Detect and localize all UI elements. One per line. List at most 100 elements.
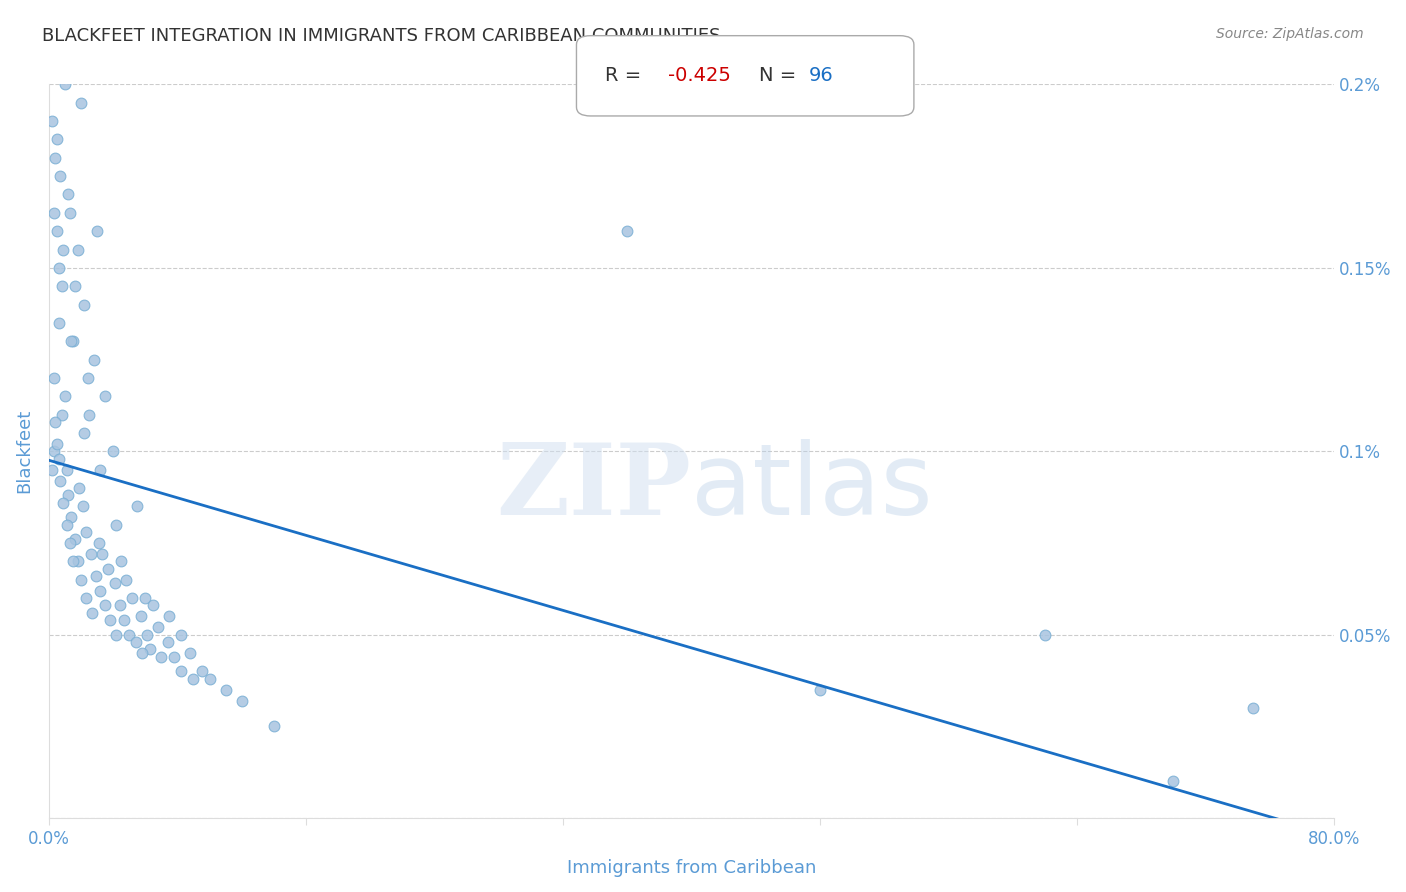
Point: [94, 599, 117, 613]
Point: [163, 649, 186, 664]
Point: [131, 646, 153, 660]
Text: ZIP: ZIP: [496, 440, 692, 536]
Point: [136, 628, 159, 642]
Point: [103, 444, 125, 458]
Point: [1033, 628, 1056, 642]
Point: [183, 672, 205, 686]
Point: [82, 606, 104, 620]
Point: [198, 672, 221, 686]
Point: [66, 243, 89, 257]
Point: [73, 297, 96, 311]
Text: N =: N =: [759, 66, 803, 86]
Point: [110, 554, 132, 568]
Point: [214, 682, 236, 697]
Point: [105, 517, 128, 532]
Point: [105, 628, 128, 642]
Point: [84, 569, 107, 583]
Point: [75, 591, 97, 605]
Point: [169, 628, 191, 642]
X-axis label: Immigrants from Caribbean: Immigrants from Caribbean: [567, 859, 815, 877]
Point: [121, 591, 143, 605]
Point: [59, 536, 82, 550]
Point: [146, 620, 169, 634]
Text: 96: 96: [808, 66, 834, 86]
Point: [49, 169, 72, 183]
Point: [94, 389, 117, 403]
Point: [48, 260, 70, 275]
Point: [169, 665, 191, 679]
Text: BLACKFEET INTEGRATION IN IMMIGRANTS FROM CARIBBEAN COMMUNITIES: BLACKFEET INTEGRATION IN IMMIGRANTS FROM…: [42, 27, 721, 45]
Point: [89, 462, 111, 476]
Point: [179, 646, 201, 660]
Point: [114, 613, 136, 627]
Point: [150, 649, 173, 664]
Point: [55, 517, 77, 532]
Point: [118, 628, 141, 642]
Point: [59, 206, 82, 220]
Point: [52, 243, 75, 257]
Point: [42, 444, 65, 458]
Point: [41, 114, 63, 128]
Point: [129, 609, 152, 624]
Point: [52, 495, 75, 509]
Point: [616, 224, 638, 238]
Point: [48, 316, 70, 330]
Y-axis label: Blackfeet: Blackfeet: [15, 409, 32, 493]
Point: [76, 371, 98, 385]
Point: [157, 609, 180, 624]
Point: [86, 224, 108, 238]
Point: [808, 682, 831, 697]
Point: [53, 389, 76, 403]
Point: [98, 613, 121, 627]
Point: [60, 334, 83, 349]
Point: [62, 334, 84, 349]
Point: [42, 371, 65, 385]
Point: [77, 408, 100, 422]
Point: [44, 151, 66, 165]
Point: [73, 425, 96, 440]
Point: [156, 635, 179, 649]
Point: [87, 536, 110, 550]
Point: [58, 488, 80, 502]
Point: [72, 500, 94, 514]
Point: [46, 437, 69, 451]
Point: [62, 554, 84, 568]
Point: [42, 206, 65, 220]
Text: -0.425: -0.425: [668, 66, 731, 86]
Point: [125, 635, 148, 649]
Point: [1161, 774, 1184, 789]
Point: [53, 78, 76, 92]
Point: [70, 573, 93, 587]
Point: [58, 187, 80, 202]
Point: [44, 415, 66, 429]
Point: [104, 576, 127, 591]
Point: [46, 224, 69, 238]
Point: [51, 408, 73, 422]
Point: [55, 462, 77, 476]
Point: [108, 599, 131, 613]
Point: [97, 561, 120, 575]
Point: [80, 547, 103, 561]
Point: [263, 719, 285, 733]
Point: [89, 583, 111, 598]
Point: [51, 279, 73, 293]
Point: [41, 462, 63, 476]
Point: [75, 524, 97, 539]
Point: [63, 533, 86, 547]
Point: [63, 279, 86, 293]
Point: [91, 547, 114, 561]
Text: Source: ZipAtlas.com: Source: ZipAtlas.com: [1216, 27, 1364, 41]
Point: [115, 573, 138, 587]
Point: [142, 599, 165, 613]
Point: [190, 665, 212, 679]
Point: [1241, 701, 1264, 715]
Point: [231, 694, 253, 708]
Point: [48, 451, 70, 466]
Point: [134, 591, 156, 605]
Point: [83, 352, 105, 367]
Point: [139, 642, 162, 657]
Point: [69, 481, 91, 495]
Point: [49, 474, 72, 488]
Text: atlas: atlas: [692, 440, 934, 536]
Point: [46, 132, 69, 146]
